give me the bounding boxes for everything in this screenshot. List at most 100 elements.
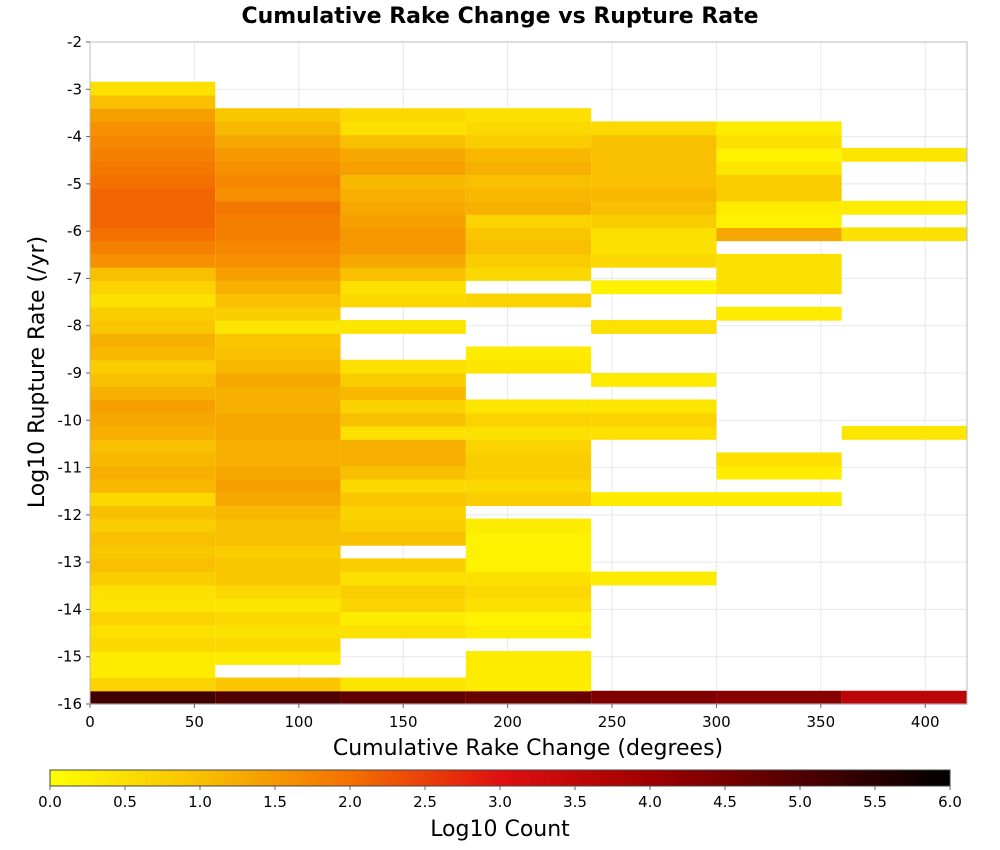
- heatmap-cell: [215, 267, 341, 281]
- heatmap-cell: [716, 227, 842, 242]
- heatmap-cell: [90, 81, 216, 96]
- heatmap-cell: [465, 346, 592, 361]
- colorbar-tick-label: 2.5: [413, 793, 437, 811]
- heatmap-cell: [90, 94, 216, 109]
- heatmap-cell: [340, 267, 466, 281]
- heatmap-cell: [465, 227, 592, 242]
- heatmap-cell: [340, 558, 466, 573]
- heatmap-cell: [465, 108, 592, 123]
- heatmap-cell: [340, 518, 466, 533]
- colorbar-tick-label: 0.0: [38, 793, 62, 811]
- heatmap-cell: [215, 478, 341, 493]
- heatmap-cell: [215, 518, 341, 533]
- heatmap-cell: [340, 584, 466, 599]
- heatmap-cell: [215, 399, 341, 414]
- y-tick-label: -4: [67, 128, 82, 146]
- heatmap-cell: [591, 227, 717, 242]
- heatmap-cell: [215, 584, 341, 599]
- heatmap-cell: [340, 293, 466, 308]
- heatmap-cell: [215, 200, 341, 215]
- heatmap-cell: [591, 690, 717, 705]
- heatmap-cell: [591, 240, 717, 255]
- colorbar-tick-label: 0.5: [113, 793, 137, 811]
- heatmap-cell: [340, 121, 466, 136]
- heatmap-cell: [841, 227, 967, 242]
- heatmap-cell: [215, 108, 341, 123]
- heatmap-cell: [340, 571, 466, 586]
- heatmap-cell: [90, 187, 216, 202]
- heatmap-cell: [340, 147, 466, 162]
- y-tick-label: -3: [67, 80, 82, 98]
- heatmap-cell: [340, 465, 466, 480]
- heatmap-cell: [465, 240, 592, 255]
- heatmap-cell: [90, 439, 216, 454]
- heatmap-cell: [90, 571, 216, 586]
- heatmap-cell: [90, 373, 216, 387]
- heatmap-cell: [90, 359, 216, 374]
- heatmap-cell: [215, 412, 341, 427]
- heatmap-cell: [340, 174, 466, 189]
- heatmap-cell: [465, 690, 592, 705]
- heatmap-cell: [465, 478, 592, 493]
- heatmap-cell: [591, 571, 717, 586]
- heatmap-cell: [215, 677, 341, 692]
- colorbar: [49, 769, 951, 787]
- y-tick-label: -5: [67, 175, 82, 193]
- heatmap-cell: [90, 306, 216, 321]
- heatmap-cell: [591, 492, 717, 506]
- heatmap-cell: [215, 611, 341, 626]
- heatmap-cell: [340, 439, 466, 454]
- heatmap-cell: [716, 253, 842, 268]
- heatmap-cell: [340, 399, 466, 414]
- heatmap-cell: [215, 492, 341, 506]
- heatmap-cell: [591, 280, 717, 295]
- heatmap-cell: [90, 545, 216, 559]
- heatmap-cell: [841, 690, 967, 705]
- heatmap-cells: [90, 81, 967, 705]
- heatmap-cell: [340, 373, 466, 387]
- heatmap-cell: [716, 200, 842, 215]
- heatmap-cell: [340, 531, 466, 546]
- heatmap-cell: [591, 412, 717, 427]
- heatmap-cell: [90, 174, 216, 189]
- y-tick-label: -13: [58, 553, 83, 571]
- heatmap-cell: [465, 492, 592, 506]
- heatmap-cell: [465, 425, 592, 440]
- y-tick-label: -16: [58, 695, 83, 713]
- heatmap-cell: [340, 478, 466, 493]
- heatmap-cell: [591, 134, 717, 149]
- y-tick-label: -7: [67, 269, 82, 287]
- chart-title: Cumulative Rake Change vs Rupture Rate: [241, 4, 758, 29]
- heatmap-cell: [591, 187, 717, 202]
- heatmap-cell: [465, 412, 592, 427]
- heatmap-cell: [465, 147, 592, 162]
- heatmap-cell: [591, 174, 717, 189]
- heatmap-cell: [340, 253, 466, 268]
- heatmap-cell: [90, 518, 216, 533]
- heatmap-cell: [90, 412, 216, 427]
- heatmap-cell: [215, 320, 341, 334]
- heatmap-cell: [90, 611, 216, 626]
- heatmap-cell: [215, 214, 341, 228]
- heatmap-cell: [465, 439, 592, 454]
- heatmap-cell: [90, 227, 216, 242]
- heatmap-cell: [340, 240, 466, 255]
- heatmap-cell: [90, 161, 216, 175]
- heatmap-cell: [716, 134, 842, 149]
- heatmap-cell: [215, 253, 341, 268]
- heatmap-cell: [90, 386, 216, 401]
- x-tick-label: 150: [389, 713, 418, 731]
- heatmap-cell: [465, 174, 592, 189]
- heatmap-cell: [90, 425, 216, 440]
- heatmap-cell: [340, 161, 466, 175]
- heatmap-cell: [90, 399, 216, 414]
- heatmap-cell: [340, 412, 466, 427]
- heatmap-cell: [465, 214, 592, 228]
- heatmap-cell: [340, 280, 466, 295]
- heatmap-cell: [465, 611, 592, 626]
- heatmap-cell: [465, 584, 592, 599]
- heatmap-cell: [215, 293, 341, 308]
- heatmap-cell: [465, 545, 592, 559]
- heatmap-cell: [90, 452, 216, 467]
